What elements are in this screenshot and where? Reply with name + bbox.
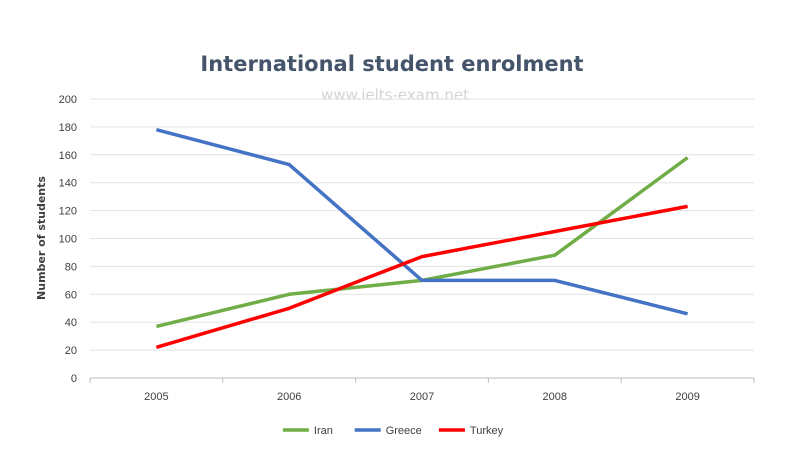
y-tick-label: 40	[65, 317, 77, 329]
y-tick-label: 120	[59, 206, 77, 218]
x-tick-labels: 2005 2006 2007 2008 2009	[144, 391, 700, 403]
legend: Iran Greece Turkey	[282, 425, 504, 437]
legend-label: Iran	[314, 425, 333, 437]
legend-label: Turkey	[470, 425, 504, 437]
legend-item-greece: Greece	[354, 425, 422, 437]
y-tick-label: 60	[65, 289, 77, 301]
y-tick-labels: 0 20 40 60 80 100 120 140 160 180 200	[59, 94, 77, 385]
y-tick-label: 80	[65, 261, 77, 273]
y-axis-label: Number of students	[35, 176, 48, 300]
y-tick-label: 180	[59, 122, 77, 134]
y-tick-label: 100	[59, 234, 77, 246]
axes	[89, 377, 755, 383]
legend-label: Greece	[386, 425, 422, 437]
x-tick-label: 2006	[277, 391, 301, 403]
series-lines	[155, 128, 689, 349]
legend-item-iran: Iran	[282, 425, 333, 437]
legend-item-turkey: Turkey	[438, 425, 504, 437]
x-tick-label: 2009	[675, 391, 699, 403]
gridlines	[90, 98, 754, 351]
series-line-greece	[155, 128, 689, 316]
x-tick-label: 2007	[410, 391, 434, 403]
y-tick-label: 200	[59, 94, 77, 106]
x-tick-label: 2008	[543, 391, 567, 403]
y-tick-label: 0	[71, 373, 77, 385]
y-tick-label: 140	[59, 178, 77, 190]
watermark-text: www.ielts-exam.net	[321, 86, 469, 104]
y-tick-label: 20	[65, 345, 77, 357]
y-tick-label: 160	[59, 150, 77, 162]
series-line-turkey	[155, 204, 688, 349]
x-tick-label: 2005	[144, 391, 168, 403]
chart-title: International student enrolment	[200, 52, 583, 76]
